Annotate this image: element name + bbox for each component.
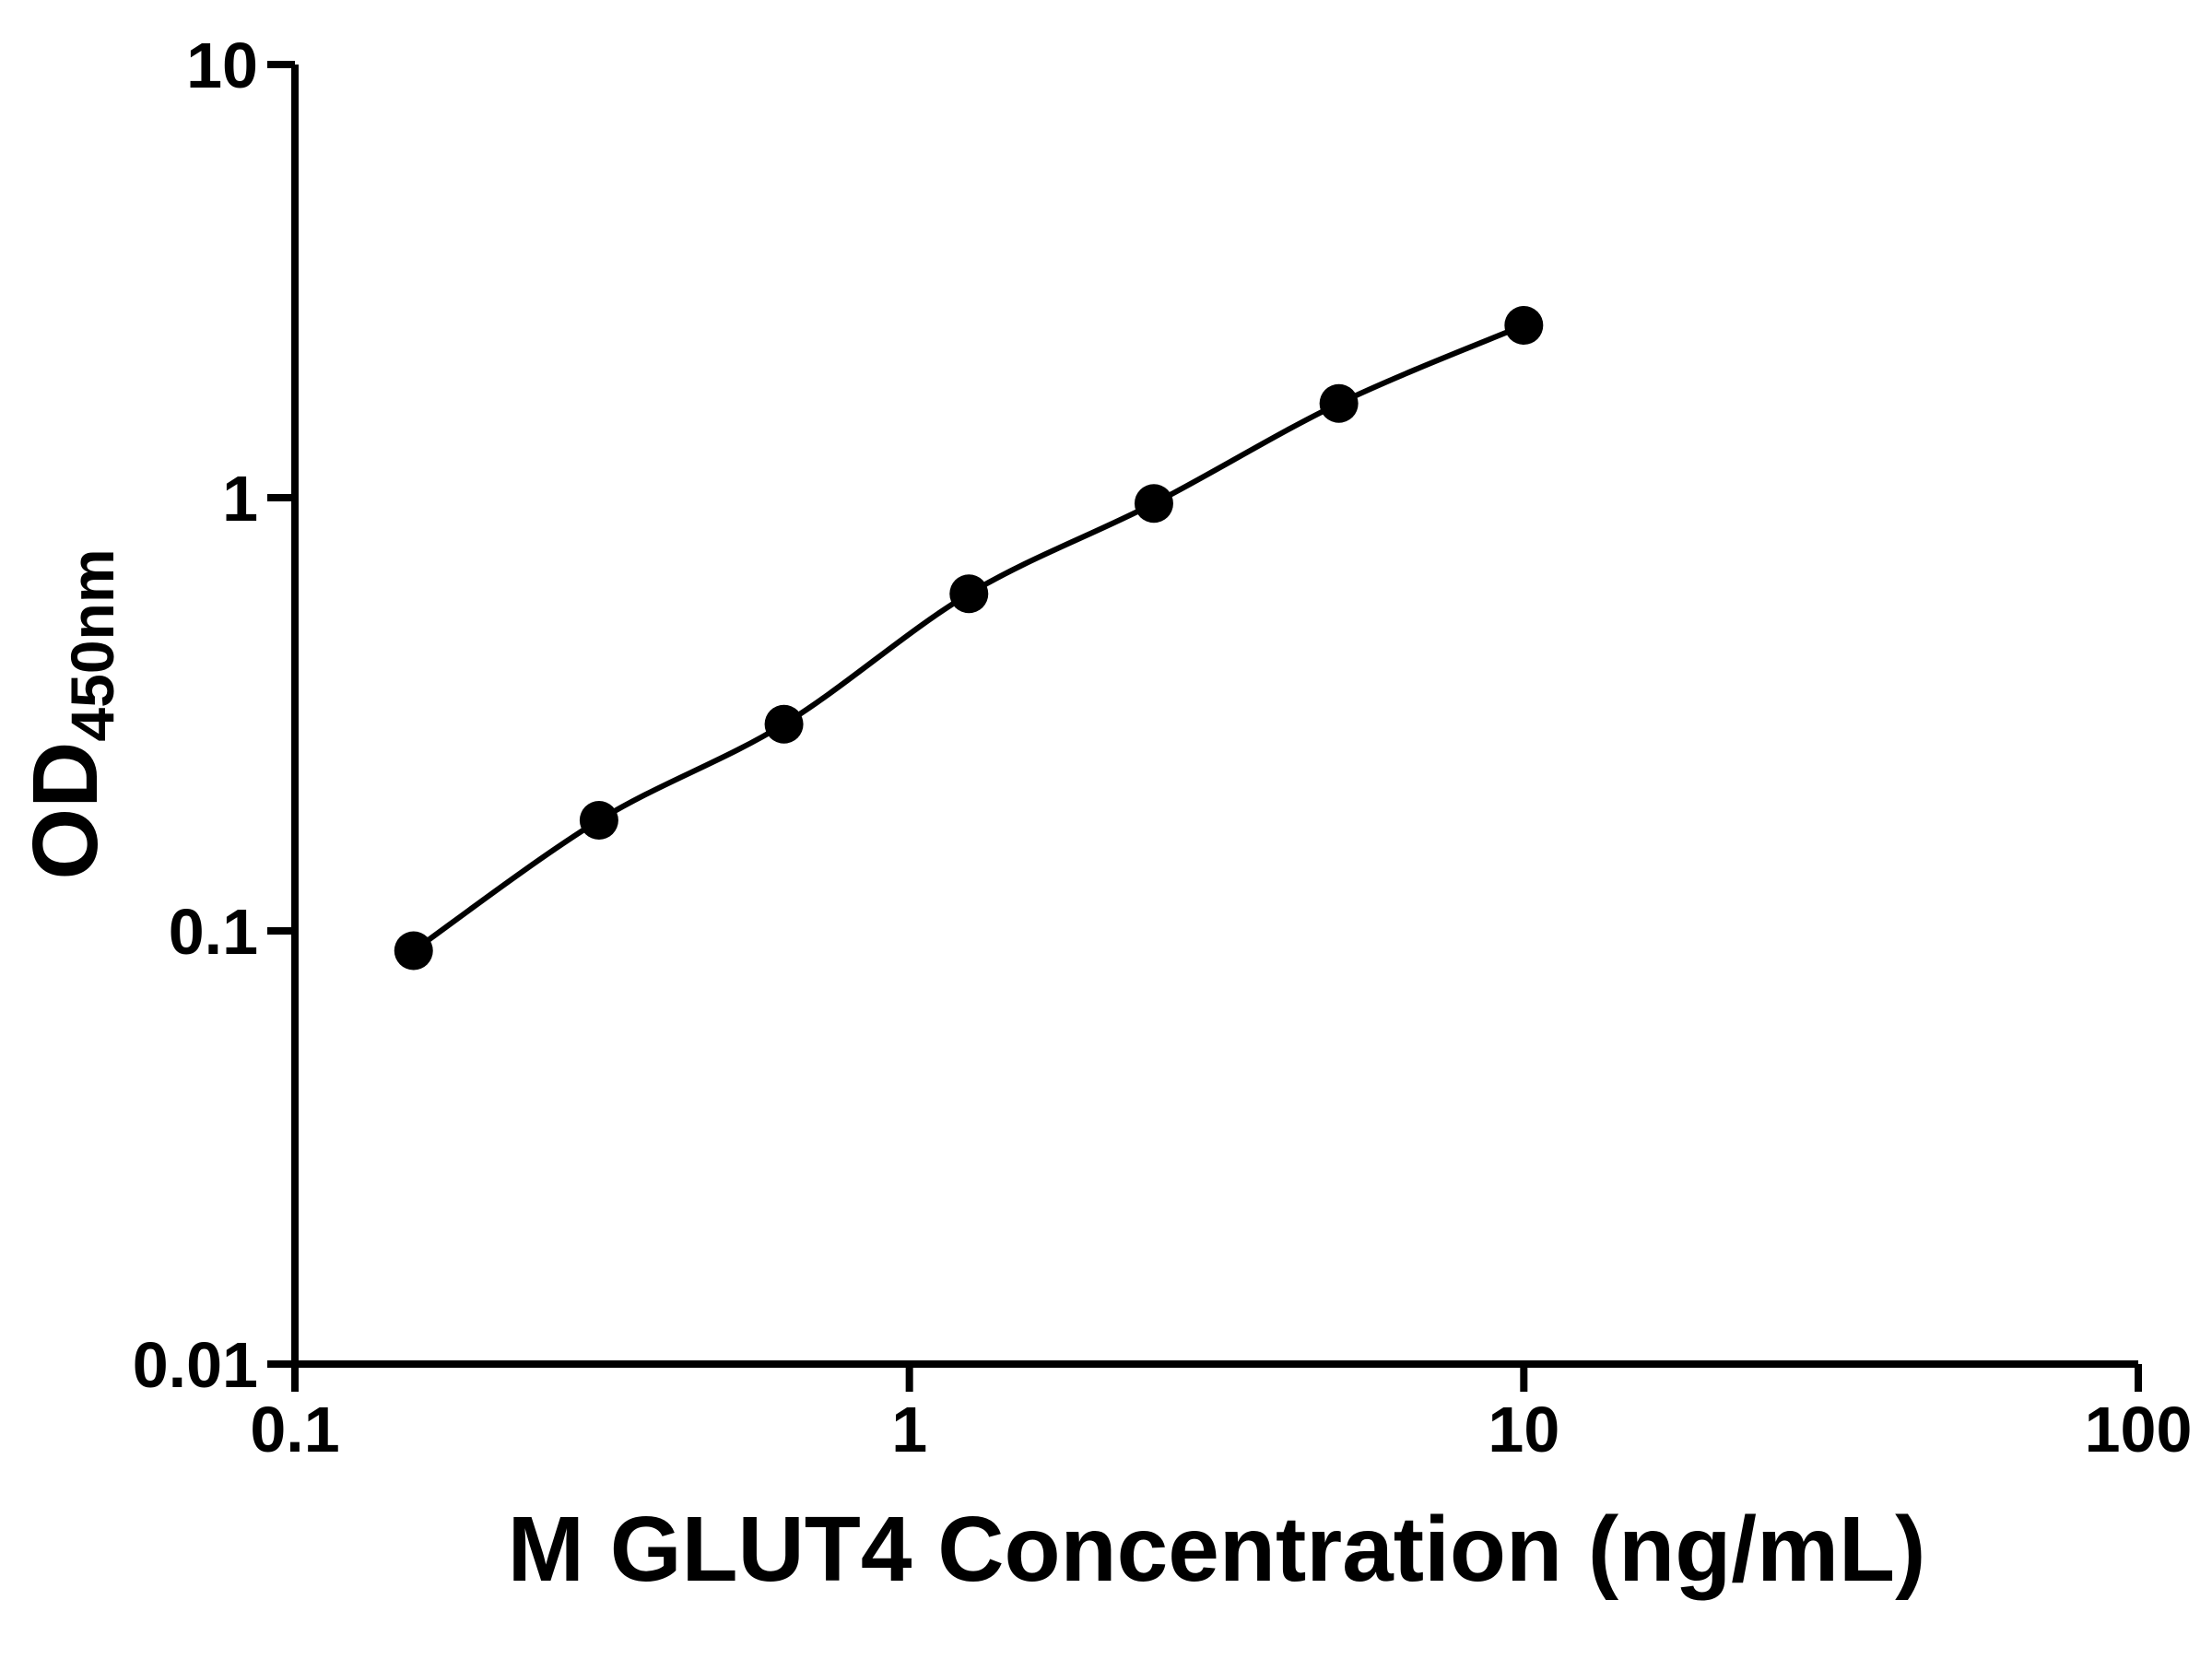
x-tick-label-1: 1 (891, 1394, 927, 1465)
plot-layer (267, 61, 2142, 1392)
data-point (764, 704, 804, 744)
x-tick-label-2: 10 (1488, 1394, 1559, 1465)
y-tick-label-3: 10 (186, 29, 258, 101)
x-tick-label-3: 100 (2085, 1394, 2193, 1465)
x-axis-title: M GLUT4 Concentration (ng/mL) (508, 1498, 1926, 1601)
standard-curve-line (412, 323, 1525, 953)
y-axis-title-subscript: 450nm (58, 548, 126, 741)
x-tick-label-0: 0.1 (250, 1394, 339, 1465)
data-point (1134, 484, 1173, 524)
y-axis-title-main: OD (14, 742, 117, 880)
data-point (949, 574, 989, 614)
y-axis-title: OD450nm (14, 548, 126, 879)
data-point (394, 931, 433, 971)
data-point (1504, 305, 1544, 345)
y-tick-label-2: 1 (222, 463, 258, 535)
y-tick-label-0: 0.01 (133, 1329, 258, 1401)
y-tick-label-1: 0.1 (169, 896, 258, 968)
data-point (1319, 383, 1359, 423)
data-point (579, 801, 618, 841)
